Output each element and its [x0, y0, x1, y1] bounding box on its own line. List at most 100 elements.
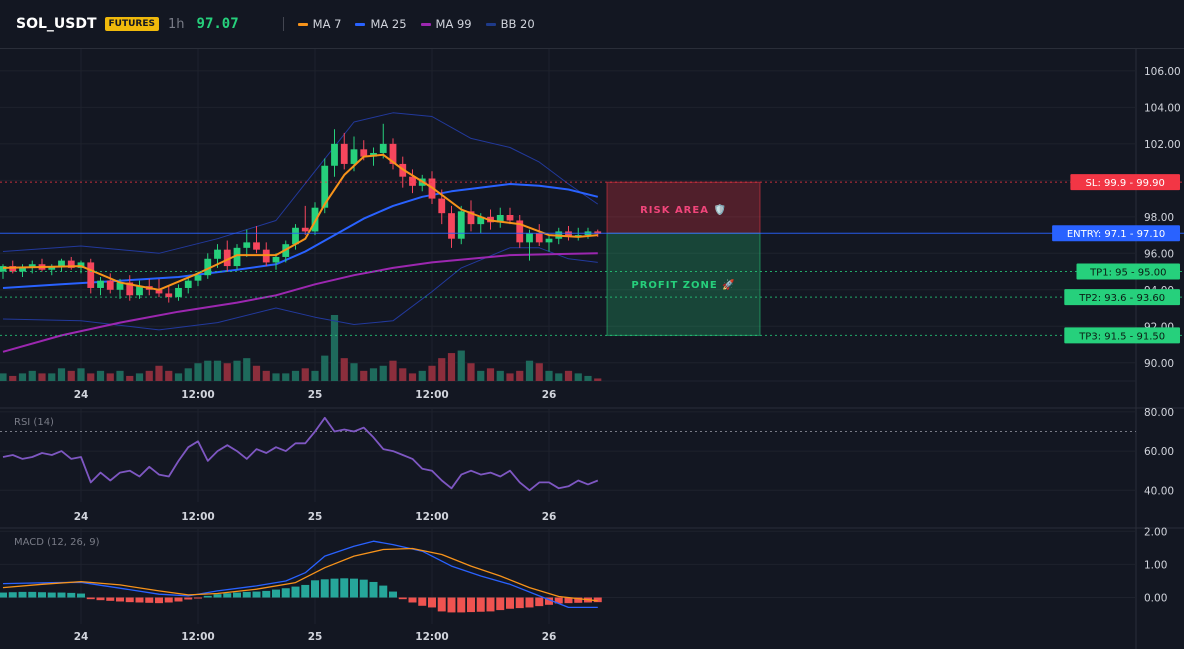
- candle-body: [126, 282, 134, 296]
- volume-bar: [57, 368, 66, 381]
- time-tick-label: 12:00: [415, 511, 448, 523]
- candle-body: [496, 215, 504, 223]
- time-tick-label: 12:00: [415, 631, 448, 643]
- macd-hist-bar: [223, 593, 232, 598]
- volume-bar: [184, 368, 192, 381]
- macd-hist-bar: [213, 594, 222, 598]
- candle-body: [379, 143, 387, 153]
- candle-body: [301, 227, 309, 232]
- chart-header: SOL_USDT FUTURES 1h 97.07 MA 7 MA 25 MA …: [0, 0, 1184, 49]
- macd-hist-bar: [476, 597, 485, 612]
- macd-hist-bar: [8, 592, 17, 598]
- price-tick-label: 102.00: [1144, 139, 1181, 151]
- rsi-tick-label: 40.00: [1144, 485, 1174, 497]
- macd-hist-bar: [535, 597, 544, 607]
- volume-bar: [486, 368, 495, 381]
- volume-bar: [38, 373, 46, 381]
- candle-body: [243, 242, 251, 248]
- volume-bar: [321, 355, 329, 381]
- candle-body: [223, 249, 231, 267]
- legend-ma25[interactable]: MA 25: [355, 17, 407, 31]
- volume-bar: [447, 353, 456, 381]
- candle-body: [331, 143, 338, 166]
- macd-hist-bar: [262, 590, 271, 598]
- candle-body: [19, 267, 26, 272]
- volume-bar: [545, 370, 553, 381]
- macd-hist-bar: [350, 578, 358, 598]
- volume-bar: [77, 368, 85, 381]
- volume-bar: [87, 373, 95, 381]
- symbol-title[interactable]: SOL_USDT: [16, 16, 97, 32]
- candle-body: [253, 242, 260, 250]
- macd-hist-bar: [86, 597, 95, 600]
- macd-hist-bar: [525, 597, 534, 608]
- macd-tick-label: 0.00: [1144, 593, 1167, 605]
- time-tick-label: 26: [542, 511, 557, 523]
- macd-hist-bar: [506, 597, 514, 609]
- macd-hist-bar: [408, 597, 417, 603]
- macd-hist-bar: [135, 597, 144, 603]
- volume-bar: [135, 373, 144, 381]
- macd-hist-bar: [389, 591, 397, 598]
- macd-hist-bar: [18, 591, 27, 598]
- volume-bar: [126, 375, 134, 381]
- volume-bar: [516, 370, 524, 381]
- macd-hist-bar: [0, 592, 7, 598]
- volume-bar: [0, 373, 7, 381]
- price-tick-label: 106.00: [1144, 66, 1181, 78]
- macd-hist-bar: [106, 597, 115, 601]
- time-tick-label: 12:00: [181, 511, 214, 523]
- macd-hist-bar: [428, 597, 436, 608]
- volume-bar: [379, 365, 387, 381]
- candle-body: [175, 287, 182, 298]
- legend-ma99-swatch: [420, 22, 431, 26]
- ma25-line: [2, 183, 599, 289]
- volume-bar: [360, 370, 368, 381]
- time-tick-label: 12:00: [415, 389, 448, 401]
- volume-bar: [204, 360, 212, 381]
- time-tick-label: 12:00: [181, 631, 214, 643]
- macd-hist-bar: [194, 597, 202, 599]
- header-divider: [282, 17, 284, 31]
- candle-body: [106, 280, 114, 290]
- volume-bar: [155, 365, 163, 381]
- price-tick-label: 104.00: [1144, 102, 1181, 114]
- macd-hist-bar: [418, 597, 427, 606]
- legend-ma25-label: MA 25: [370, 17, 407, 31]
- macd-hist-bar: [320, 579, 329, 598]
- level-tag-text-0: SL: 99.9 - 99.90: [1086, 178, 1165, 189]
- candle-body: [350, 149, 358, 164]
- macd-tick-label: 1.00: [1144, 559, 1167, 571]
- candle-body: [58, 260, 65, 267]
- macd-hist-bar: [574, 597, 583, 603]
- legend-ma25-swatch: [355, 22, 366, 26]
- volume-bar: [145, 370, 153, 381]
- candle-body: [233, 247, 241, 267]
- candle-body: [214, 249, 221, 259]
- volume-bar: [330, 315, 339, 381]
- macd-hist-bar: [47, 592, 56, 598]
- candle-body: [204, 258, 212, 276]
- macd-hist-bar: [515, 597, 524, 609]
- legend-ma7[interactable]: MA 7: [297, 17, 342, 31]
- volume-bar: [340, 358, 348, 381]
- rsi-tick-label: 60.00: [1144, 446, 1174, 458]
- level-tag-text-2: TP1: 95 - 95.00: [1089, 268, 1166, 279]
- legend-ma7-label: MA 7: [312, 17, 342, 31]
- time-tick-label: 24: [74, 511, 89, 523]
- macd-line: [2, 540, 598, 609]
- candle-body: [67, 260, 75, 268]
- legend-ma99[interactable]: MA 99: [420, 17, 472, 31]
- macd-hist-bar: [457, 597, 466, 613]
- candle-body: [477, 216, 485, 225]
- macd-hist-bar: [486, 597, 495, 612]
- time-tick-label: 25: [308, 389, 323, 401]
- timeframe-selector[interactable]: 1h: [168, 16, 185, 32]
- macd-hist-bar: [593, 597, 602, 603]
- legend-bb20[interactable]: BB 20: [485, 17, 535, 31]
- volume-bar: [165, 370, 173, 381]
- macd-hist-bar: [116, 597, 124, 602]
- volume-bar: [262, 370, 270, 381]
- legend-ma7-swatch: [297, 22, 308, 26]
